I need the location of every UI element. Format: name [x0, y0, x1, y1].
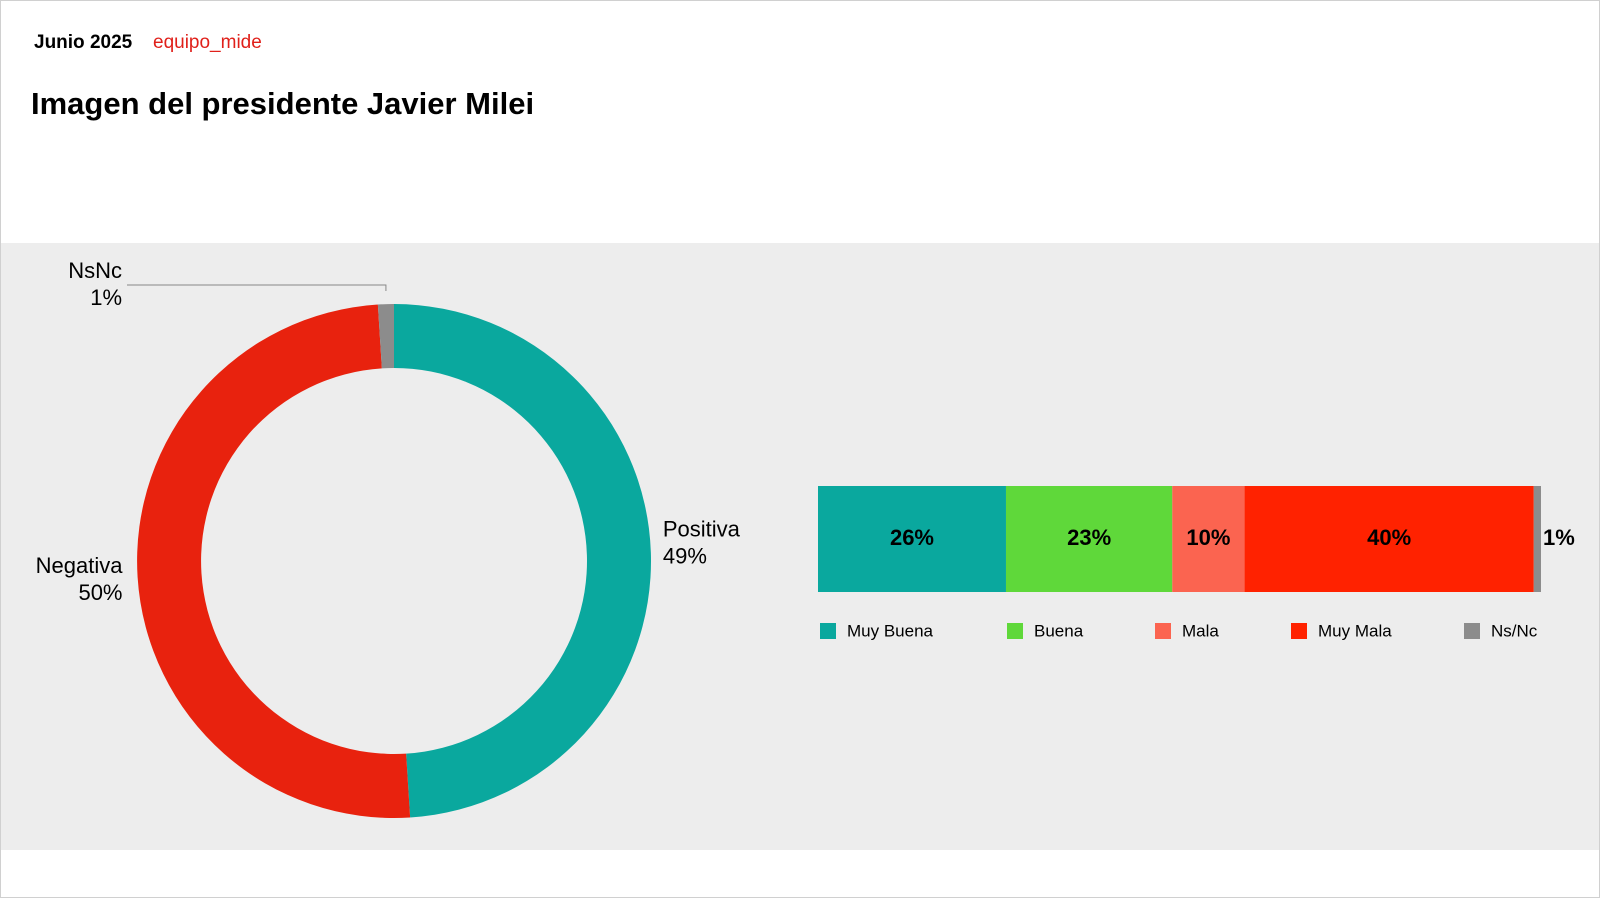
- bar-segment: [1244, 486, 1534, 592]
- legend-swatch: [1155, 623, 1171, 639]
- bar-segment: [1533, 486, 1541, 592]
- legend-swatch: [1007, 623, 1023, 639]
- segment-value: 49%: [663, 544, 707, 569]
- segment-value: 50%: [78, 580, 122, 605]
- legend-swatch: [820, 623, 836, 639]
- date: Junio 2025: [34, 32, 133, 53]
- source: equipo_mide: [153, 32, 262, 53]
- bar-value-label: 26%: [890, 525, 934, 550]
- segment-label: Negativa: [36, 553, 124, 578]
- legend-label: Buena: [1034, 621, 1084, 640]
- leader-line: [127, 284, 387, 291]
- donut-segment: [394, 304, 651, 818]
- segment-value: 1%: [90, 285, 122, 310]
- legend-label: Muy Mala: [1318, 621, 1392, 640]
- legend-label: Ns/Nc: [1491, 621, 1538, 640]
- segment-label: NsNc: [68, 258, 122, 283]
- donut-segment: [377, 304, 394, 369]
- bar-value-label: 1%: [1543, 525, 1575, 550]
- bar-segment: [1005, 486, 1173, 592]
- bar-segment: [1172, 486, 1245, 592]
- bar-segment: [818, 486, 1006, 592]
- bar-value-label: 10%: [1186, 525, 1230, 550]
- bar-value-label: 23%: [1067, 525, 1111, 550]
- legend-swatch: [1291, 623, 1307, 639]
- bar-value-label: 40%: [1367, 525, 1411, 550]
- legend-swatch: [1464, 623, 1480, 639]
- title: Imagen del presidente Javier Milei: [31, 86, 534, 121]
- legend-label: Muy Buena: [847, 621, 934, 640]
- segment-label: Positiva: [663, 517, 741, 542]
- donut-segment: [137, 304, 411, 818]
- legend-label: Mala: [1182, 621, 1219, 640]
